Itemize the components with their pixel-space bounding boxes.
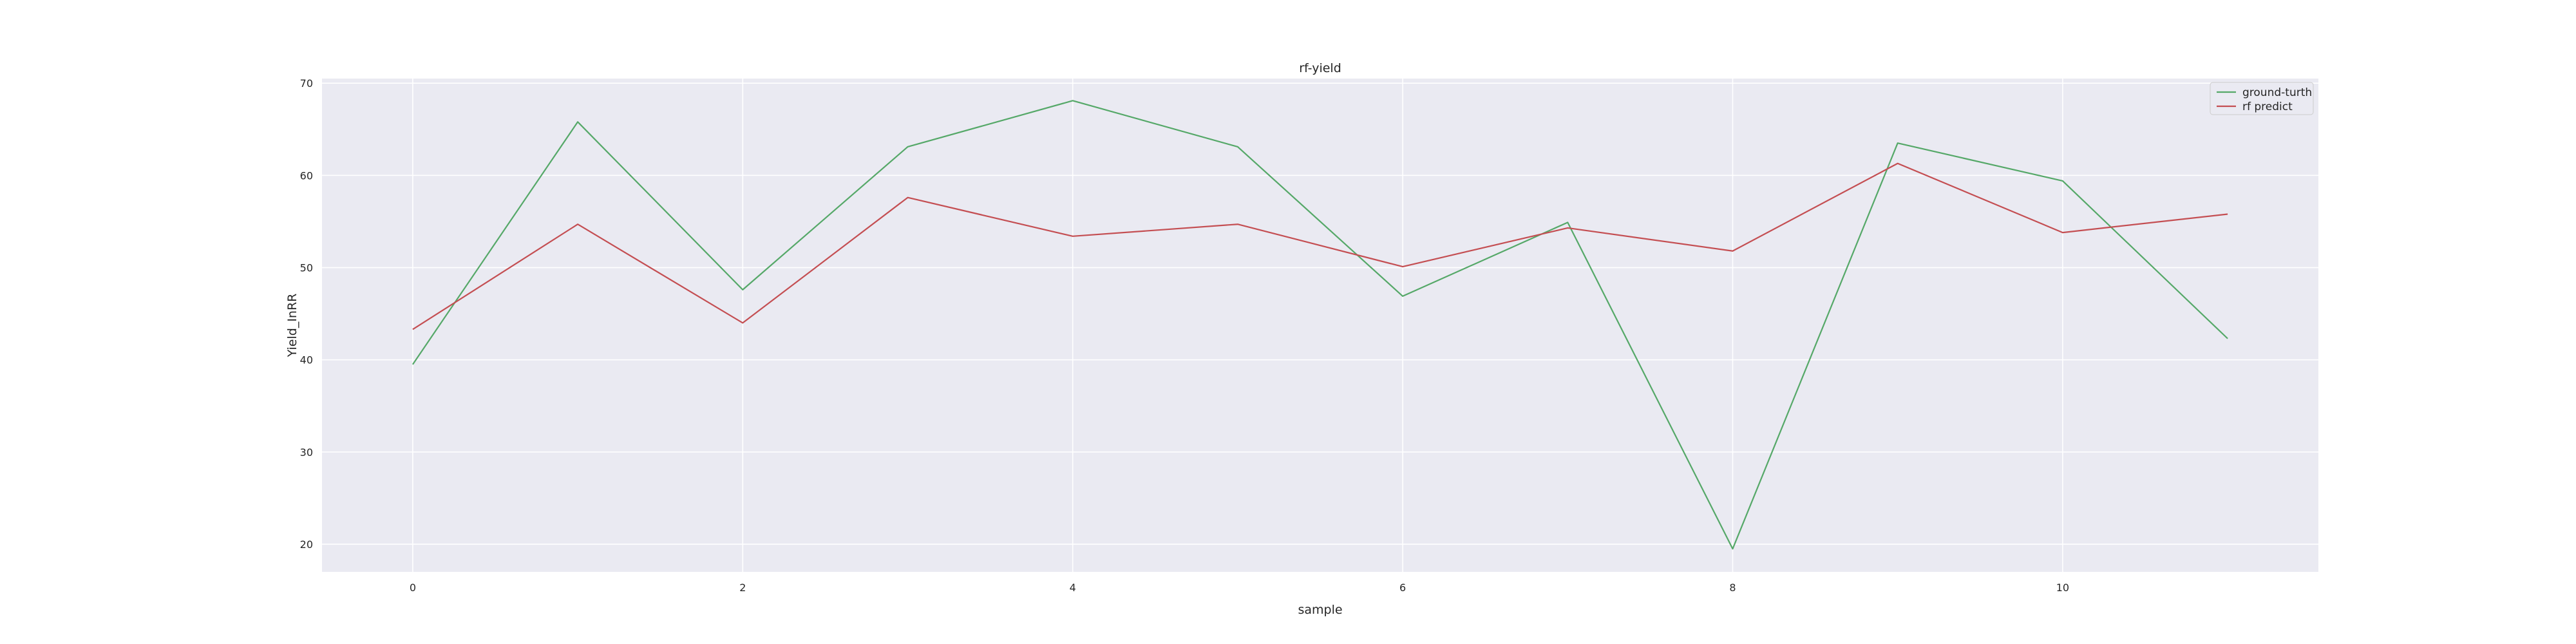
x-tick-label: 8 [1729,582,1736,594]
y-tick-labels: 20 30 40 50 60 70 [300,77,313,551]
y-axis-label: Yield_InRR [285,294,299,358]
y-tick-label: 30 [300,446,313,459]
chart-title: rf-yield [1299,61,1341,75]
legend-label: rf predict [2242,100,2293,113]
legend-label: ground-turth [2242,86,2312,99]
x-tick-label: 6 [1399,582,1406,594]
y-tick-label: 40 [300,354,313,366]
x-tick-label: 0 [410,582,416,594]
x-axis-label: sample [1298,603,1342,617]
x-tick-labels: 0 2 4 6 8 10 [410,582,2069,594]
x-tick-label: 10 [2056,582,2069,594]
y-tick-label: 50 [300,262,313,274]
plot-area [322,79,2318,572]
y-tick-label: 70 [300,77,313,90]
y-tick-label: 60 [300,169,313,182]
y-tick-label: 20 [300,538,313,551]
x-tick-label: 2 [739,582,746,594]
x-tick-label: 4 [1070,582,1076,594]
